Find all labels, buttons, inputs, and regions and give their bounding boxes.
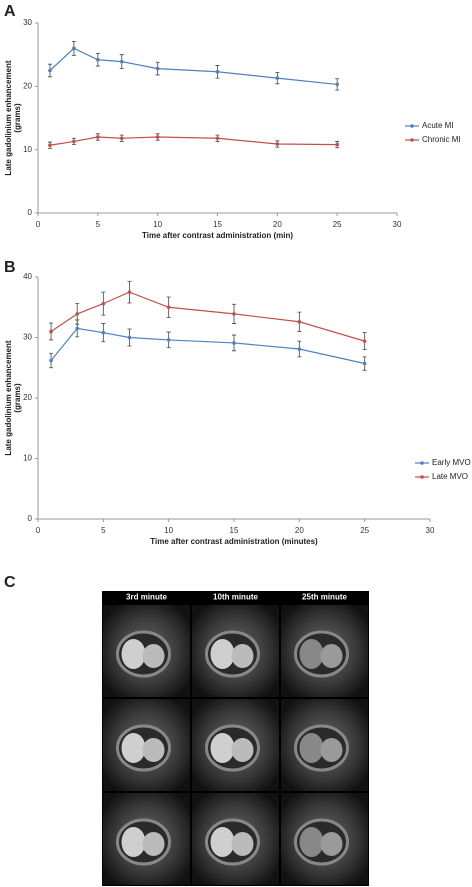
x-tick-label: 25 — [360, 526, 369, 535]
legend-marker — [420, 475, 424, 479]
column-header: 25th minute — [302, 593, 347, 602]
legend-marker — [410, 138, 414, 142]
y-axis-label: (grams) — [13, 103, 22, 133]
ventricle — [142, 738, 165, 762]
legend-label: Acute MI — [422, 121, 454, 130]
heart-cavity — [299, 827, 324, 857]
marker — [119, 136, 124, 141]
marker — [297, 319, 302, 324]
series-line — [49, 47, 338, 86]
y-tick-label: 20 — [23, 81, 32, 90]
x-tick-label: 30 — [393, 220, 402, 229]
ventricle — [231, 832, 254, 856]
marker — [362, 361, 367, 366]
x-tick-label: 10 — [164, 526, 173, 535]
marker — [166, 305, 171, 310]
ventricle — [142, 644, 165, 668]
y-tick-label: 40 — [23, 272, 32, 281]
panel-label: C — [4, 574, 16, 591]
x-tick-label: 30 — [426, 526, 435, 535]
series-line — [50, 327, 365, 365]
panel-label: B — [4, 259, 16, 276]
heart-cavity — [210, 733, 235, 763]
y-tick-label: 0 — [28, 208, 33, 217]
x-tick-label: 5 — [101, 526, 106, 535]
y-tick-label: 30 — [23, 18, 32, 27]
x-tick-label: 15 — [213, 220, 222, 229]
marker — [166, 338, 171, 342]
marker — [297, 347, 302, 351]
x-tick-label: 25 — [333, 220, 342, 229]
marker — [232, 341, 236, 345]
heart-cavity — [299, 639, 324, 669]
marker — [275, 76, 280, 80]
legend-marker — [410, 124, 414, 128]
panel-label: A — [4, 3, 16, 20]
heart-cavity — [121, 827, 146, 857]
x-tick-label: 20 — [295, 526, 304, 535]
marker — [127, 290, 132, 294]
y-tick-label: 30 — [23, 333, 32, 342]
x-tick-label: 10 — [153, 220, 162, 229]
y-axis-label: Late gadolinium enhancement — [4, 60, 13, 175]
ventricle — [231, 738, 254, 762]
marker — [72, 46, 76, 51]
x-tick-label: 0 — [36, 526, 41, 535]
ventricle — [142, 832, 165, 856]
marker — [101, 330, 106, 335]
ventricle — [320, 832, 343, 856]
y-tick-label: 20 — [23, 393, 32, 402]
x-tick-label: 0 — [36, 220, 41, 229]
ventricle — [320, 738, 343, 762]
ventricle — [231, 644, 254, 668]
legend-marker — [420, 461, 424, 465]
marker — [232, 312, 236, 316]
x-tick-label: 15 — [230, 526, 239, 535]
x-tick-label: 5 — [96, 220, 101, 229]
marker — [119, 59, 124, 64]
marker — [335, 82, 339, 87]
marker — [155, 66, 160, 71]
marker — [75, 326, 79, 331]
marker — [75, 312, 79, 316]
heart-cavity — [210, 827, 235, 857]
heart-cavity — [121, 733, 146, 763]
marker — [215, 136, 220, 141]
legend-label: Chronic MI — [422, 135, 461, 144]
marker — [127, 335, 132, 340]
marker — [215, 69, 220, 74]
column-header: 10th minute — [213, 593, 258, 602]
marker — [96, 57, 100, 62]
marker — [275, 142, 280, 146]
marker — [155, 135, 160, 139]
marker — [362, 339, 367, 343]
marker — [335, 142, 339, 147]
legend-label: Early MVO — [432, 458, 471, 467]
x-axis-label: Time after contrast administration (minu… — [150, 537, 318, 546]
marker — [48, 68, 52, 73]
ventricle — [320, 644, 343, 668]
y-tick-label: 0 — [28, 514, 33, 523]
column-header: 3rd minute — [126, 593, 167, 602]
y-tick-label: 10 — [23, 145, 32, 154]
heart-cavity — [121, 639, 146, 669]
y-axis-label: (grams) — [13, 383, 22, 413]
legend-label: Late MVO — [432, 472, 468, 481]
x-tick-label: 20 — [273, 220, 282, 229]
y-axis-label: Late gadolinium enhancement — [4, 340, 13, 455]
marker — [48, 143, 52, 148]
image-grid: 3rd minute 10th minute 25th minute — [102, 591, 369, 886]
marker — [49, 329, 53, 334]
heart-cavity — [299, 733, 324, 763]
marker — [101, 301, 106, 306]
marker — [49, 358, 53, 363]
marker — [96, 135, 100, 139]
marker — [72, 139, 76, 144]
heart-cavity — [210, 639, 235, 669]
y-tick-label: 10 — [23, 454, 32, 463]
series-line — [49, 136, 338, 146]
x-axis-label: Time after contrast administration (min) — [142, 231, 293, 240]
series-line — [50, 291, 365, 342]
